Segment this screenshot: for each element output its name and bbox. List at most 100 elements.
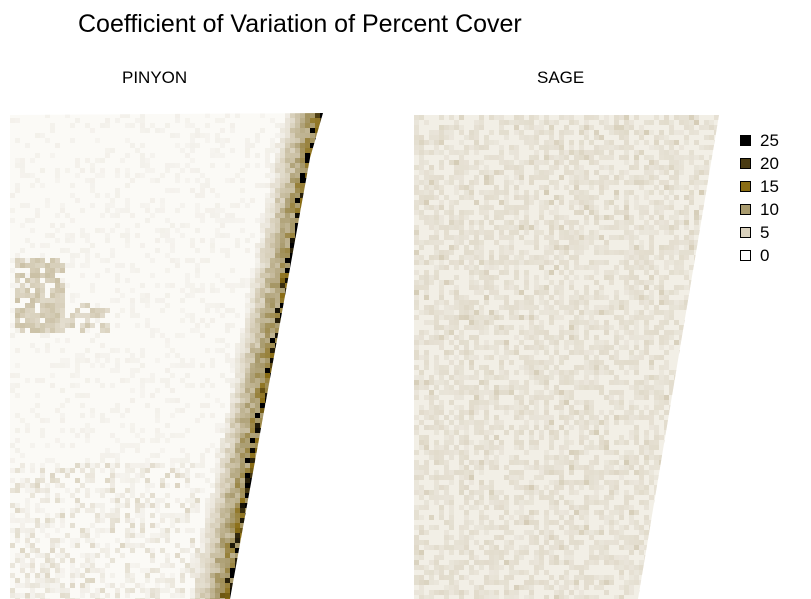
pinyon-cell (180, 448, 185, 453)
pinyon-cell (60, 583, 65, 588)
pinyon-cell (280, 313, 285, 318)
sage-cell (604, 175, 609, 180)
pinyon-cell (245, 408, 250, 413)
sage-cell (599, 180, 604, 185)
sage-cell (564, 340, 569, 345)
sage-cell (649, 130, 654, 135)
sage-cell (434, 140, 439, 145)
pinyon-cell (270, 538, 275, 543)
pinyon-cell (180, 588, 185, 593)
pinyon-cell (295, 168, 300, 173)
sage-cell (689, 160, 694, 165)
pinyon-cell (20, 418, 25, 423)
pinyon-cell (65, 468, 70, 473)
sage-cell (439, 140, 444, 145)
pinyon-cell (60, 208, 65, 213)
pinyon-cell (65, 283, 70, 288)
pinyon-cell (295, 188, 300, 193)
sage-cell (459, 385, 464, 390)
pinyon-cell (105, 358, 110, 363)
sage-cell (554, 210, 559, 215)
sage-cell (509, 180, 514, 185)
pinyon-cell (135, 563, 140, 568)
pinyon-cell (265, 203, 270, 208)
pinyon-cell (155, 208, 160, 213)
pinyon-cell (300, 148, 305, 153)
sage-cell (539, 160, 544, 165)
pinyon-cell (305, 388, 310, 393)
pinyon-cell (295, 273, 300, 278)
pinyon-cell (255, 338, 260, 343)
pinyon-cell (215, 148, 220, 153)
pinyon-cell (170, 458, 175, 463)
pinyon-cell (165, 218, 170, 223)
pinyon-cell (70, 238, 75, 243)
pinyon-cell (140, 428, 145, 433)
sage-cell (419, 155, 424, 160)
sage-cell (564, 155, 569, 160)
sage-cell (589, 345, 594, 350)
sage-cell (589, 320, 594, 325)
pinyon-cell (120, 308, 125, 313)
sage-cell (639, 350, 644, 355)
pinyon-cell (165, 423, 170, 428)
pinyon-cell (95, 138, 100, 143)
sage-cell (599, 365, 604, 370)
sage-cell (534, 360, 539, 365)
sage-cell (559, 355, 564, 360)
sage-cell (479, 395, 484, 400)
pinyon-cell (260, 273, 265, 278)
pinyon-cell (320, 393, 323, 398)
sage-cell (464, 340, 469, 345)
pinyon-cell (240, 528, 245, 533)
pinyon-cell (240, 468, 245, 473)
pinyon-cell (320, 578, 323, 583)
pinyon-cell (220, 568, 225, 573)
sage-cell (479, 245, 484, 250)
sage-cell (719, 390, 724, 395)
sage-cell (429, 135, 434, 140)
sage-cell (534, 325, 539, 330)
sage-cell (469, 315, 474, 320)
sage-cell (489, 370, 494, 375)
sage-cell (429, 305, 434, 310)
pinyon-cell (205, 518, 210, 523)
sage-cell (654, 115, 659, 120)
sage-cell (549, 295, 554, 300)
pinyon-cell (75, 503, 80, 508)
sage-cell (669, 260, 674, 265)
pinyon-cell (265, 378, 270, 383)
sage-cell (609, 165, 614, 170)
pinyon-cell (250, 323, 255, 328)
pinyon-cell (65, 318, 70, 323)
sage-cell (594, 365, 599, 370)
sage-cell (569, 115, 574, 120)
sage-cell (639, 205, 644, 210)
pinyon-cell (230, 473, 235, 478)
pinyon-cell (150, 523, 155, 528)
pinyon-cell (35, 403, 40, 408)
sage-cell (719, 140, 724, 145)
sage-cell (484, 385, 489, 390)
sage-cell (579, 245, 584, 250)
pinyon-cell (95, 228, 100, 233)
sage-cell (434, 205, 439, 210)
pinyon-cell (50, 323, 55, 328)
sage-cell (419, 255, 424, 260)
sage-cell (514, 335, 519, 340)
pinyon-cell (135, 478, 140, 483)
sage-cell (514, 380, 519, 385)
sage-cell (509, 305, 514, 310)
pinyon-cell (75, 573, 80, 578)
pinyon-cell (175, 518, 180, 523)
pinyon-cell (265, 363, 270, 368)
sage-cell (589, 180, 594, 185)
pinyon-cell (45, 278, 50, 283)
pinyon-cell (275, 443, 280, 448)
pinyon-cell (150, 548, 155, 553)
pinyon-cell (185, 143, 190, 148)
sage-cell (509, 165, 514, 170)
pinyon-cell (70, 323, 75, 328)
sage-cell (514, 225, 519, 230)
sage-cell (574, 195, 579, 200)
